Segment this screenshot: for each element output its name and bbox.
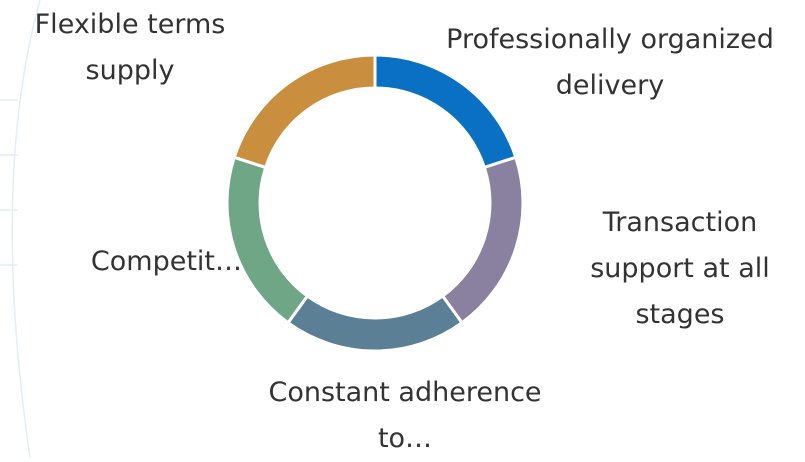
background-decoration	[0, 0, 41, 458]
donut-slice	[440, 155, 525, 325]
category-label: Transaction support at all stages	[590, 207, 770, 330]
decor-arc	[11, 0, 41, 458]
category-label: Professionally organized delivery	[446, 24, 774, 101]
category-label: Competit…	[90, 246, 242, 277]
donut-slice	[232, 53, 377, 170]
category-label: Constant adherence to…	[268, 377, 542, 454]
category-label: Flexible terms supply	[34, 9, 226, 86]
slices	[225, 53, 525, 353]
donut-slice	[285, 293, 465, 353]
